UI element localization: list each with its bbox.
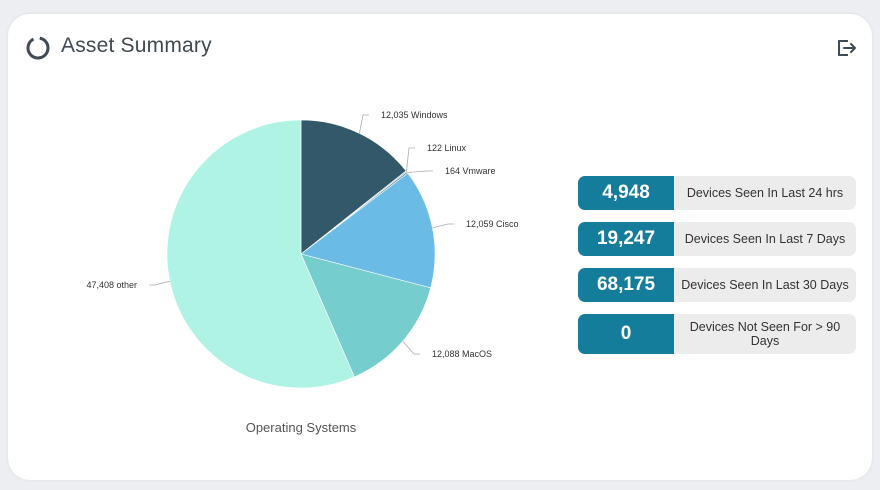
- slice-value: 122: [427, 143, 442, 153]
- slice-name: Windows: [409, 110, 449, 120]
- stat-seen-7d[interactable]: 19,247 Devices Seen In Last 7 Days: [578, 222, 856, 256]
- export-icon[interactable]: [834, 36, 858, 60]
- stat-label: Devices Seen In Last 30 Days: [681, 278, 849, 292]
- slice-label-windows: 12,035 Windows: [381, 110, 448, 120]
- asset-summary-card: Asset Summary 12,035 Windows 122 Linux 164…: [8, 14, 872, 480]
- slice-value: 47,408: [86, 280, 114, 290]
- stats-panel: 4,948 Devices Seen In Last 24 hrs 19,247…: [578, 176, 856, 366]
- slice-name: Linux: [442, 143, 467, 153]
- ring-icon: [26, 36, 50, 60]
- stat-seen-24h[interactable]: 4,948 Devices Seen In Last 24 hrs: [578, 176, 856, 210]
- leader-line: [407, 170, 433, 173]
- pie-slice-cisco[interactable]: [300, 172, 436, 289]
- slice-name: MacOS: [460, 349, 493, 359]
- leader-line: [358, 114, 369, 134]
- slice-name: other: [114, 280, 137, 290]
- chart-title: Operating Systems: [246, 420, 357, 435]
- slice-value: 12,088: [432, 349, 460, 359]
- slice-value: 12,059: [466, 219, 494, 229]
- slice-name: Cisco: [494, 219, 519, 229]
- slice-value: 12,035: [381, 110, 409, 120]
- stat-label: Devices Not Seen For > 90 Days: [689, 320, 841, 348]
- pie-slice-macos[interactable]: [300, 253, 432, 378]
- stat-seen-30d[interactable]: 68,175 Devices Seen In Last 30 Days: [578, 268, 856, 302]
- page-title: Asset Summary: [61, 34, 212, 57]
- slice-label-macos: 12,088 MacOS: [432, 349, 492, 359]
- slice-label-cisco: 12,059 Cisco: [466, 219, 519, 229]
- leader-line: [432, 223, 454, 229]
- stat-value: 19,247: [578, 222, 674, 256]
- leader-line: [406, 147, 415, 172]
- pie-slice-windows[interactable]: [300, 119, 407, 255]
- leader-line: [149, 280, 170, 286]
- slice-name: Vmware: [460, 166, 496, 176]
- stat-label: Devices Seen In Last 24 hrs: [686, 186, 844, 200]
- stat-value: 68,175: [578, 268, 674, 302]
- stat-value: 4,948: [578, 176, 674, 210]
- slice-label-other: 47,408 other: [86, 280, 137, 290]
- pie-chart: 12,035 Windows 122 Linux 164 Vmware 12,059 …: [86, 110, 519, 435]
- leader-line: [402, 340, 420, 355]
- slice-value: 164: [445, 166, 460, 176]
- slice-label-vmware: 164 Vmware: [445, 166, 496, 176]
- stat-not-seen-90d[interactable]: 0 Devices Not Seen For > 90 Days: [578, 314, 856, 354]
- stat-value: 0: [578, 314, 674, 354]
- slice-label-linux: 122 Linux: [427, 143, 467, 153]
- stat-label: Devices Seen In Last 7 Days: [684, 232, 846, 246]
